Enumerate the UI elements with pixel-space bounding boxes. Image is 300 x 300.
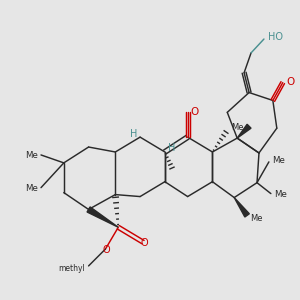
Text: Me: Me	[272, 156, 285, 165]
Text: O: O	[287, 76, 295, 87]
Text: H: H	[130, 129, 137, 139]
Text: O: O	[140, 238, 148, 248]
Polygon shape	[237, 124, 251, 138]
Text: Me: Me	[231, 123, 244, 132]
Polygon shape	[87, 207, 118, 227]
Text: HO: HO	[268, 32, 283, 42]
Text: Me: Me	[250, 214, 262, 223]
Text: O: O	[190, 107, 199, 117]
Text: Me: Me	[25, 184, 38, 193]
Text: methyl: methyl	[58, 264, 85, 273]
Polygon shape	[234, 198, 249, 217]
Text: O: O	[103, 245, 110, 255]
Text: Me: Me	[274, 190, 287, 199]
Text: H: H	[168, 143, 175, 153]
Text: Me: Me	[25, 152, 38, 160]
